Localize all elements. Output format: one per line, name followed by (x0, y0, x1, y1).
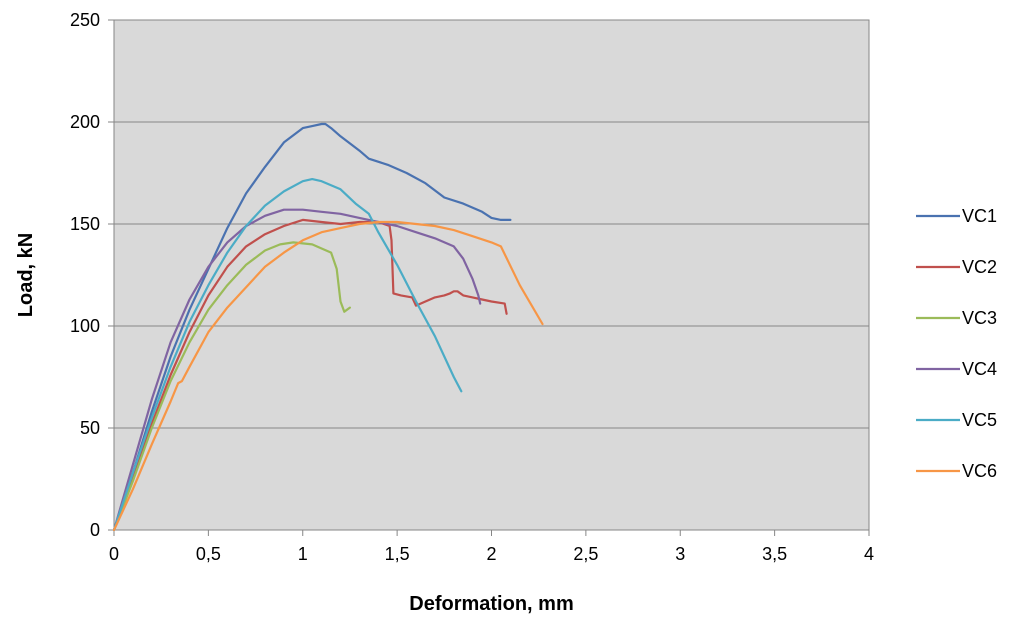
legend-label-vc5: VC5 (962, 410, 997, 430)
x-tick-label: 3 (675, 544, 685, 564)
x-tick-label: 1 (298, 544, 308, 564)
x-tick-label: 2,5 (573, 544, 598, 564)
series-line-vc4 (112, 208, 482, 532)
y-tick-label: 150 (70, 214, 100, 234)
series-line-vc3 (112, 241, 351, 532)
y-tick-label: 250 (70, 10, 100, 30)
y-tick-label: 100 (70, 316, 100, 336)
y-tick-label: 200 (70, 112, 100, 132)
series-line-vc6 (112, 220, 544, 532)
y-axis-ticks: 0 50 100 150 200 250 (70, 10, 114, 540)
series-line-vc2 (112, 218, 508, 532)
x-tick-label: 2 (486, 544, 496, 564)
grid-lines (114, 19, 869, 429)
legend-label-vc3: VC3 (962, 308, 997, 328)
x-tick-label: 3,5 (762, 544, 787, 564)
x-tick-label: 0,5 (196, 544, 221, 564)
series-line-vc1 (112, 122, 512, 532)
series-lines (112, 122, 544, 532)
legend: VC1 VC2 VC3 VC4 VC5 VC6 (916, 206, 997, 481)
x-tick-label: 1,5 (385, 544, 410, 564)
x-axis-title: Deformation, mm (409, 593, 573, 615)
y-tick-label: 50 (80, 418, 100, 438)
y-axis-title: Load, kN (15, 233, 37, 317)
legend-label-vc1: VC1 (962, 206, 997, 226)
x-axis-ticks: 0 0,5 1 1,5 2 2,5 3 3,5 4 (109, 530, 874, 564)
legend-label-vc6: VC6 (962, 461, 997, 481)
x-tick-label: 4 (864, 544, 874, 564)
series-line-vc5 (112, 178, 463, 532)
legend-label-vc4: VC4 (962, 359, 997, 379)
y-tick-label: 0 (90, 520, 100, 540)
legend-label-vc2: VC2 (962, 257, 997, 277)
x-tick-label: 0 (109, 544, 119, 564)
plot-area (113, 19, 870, 531)
